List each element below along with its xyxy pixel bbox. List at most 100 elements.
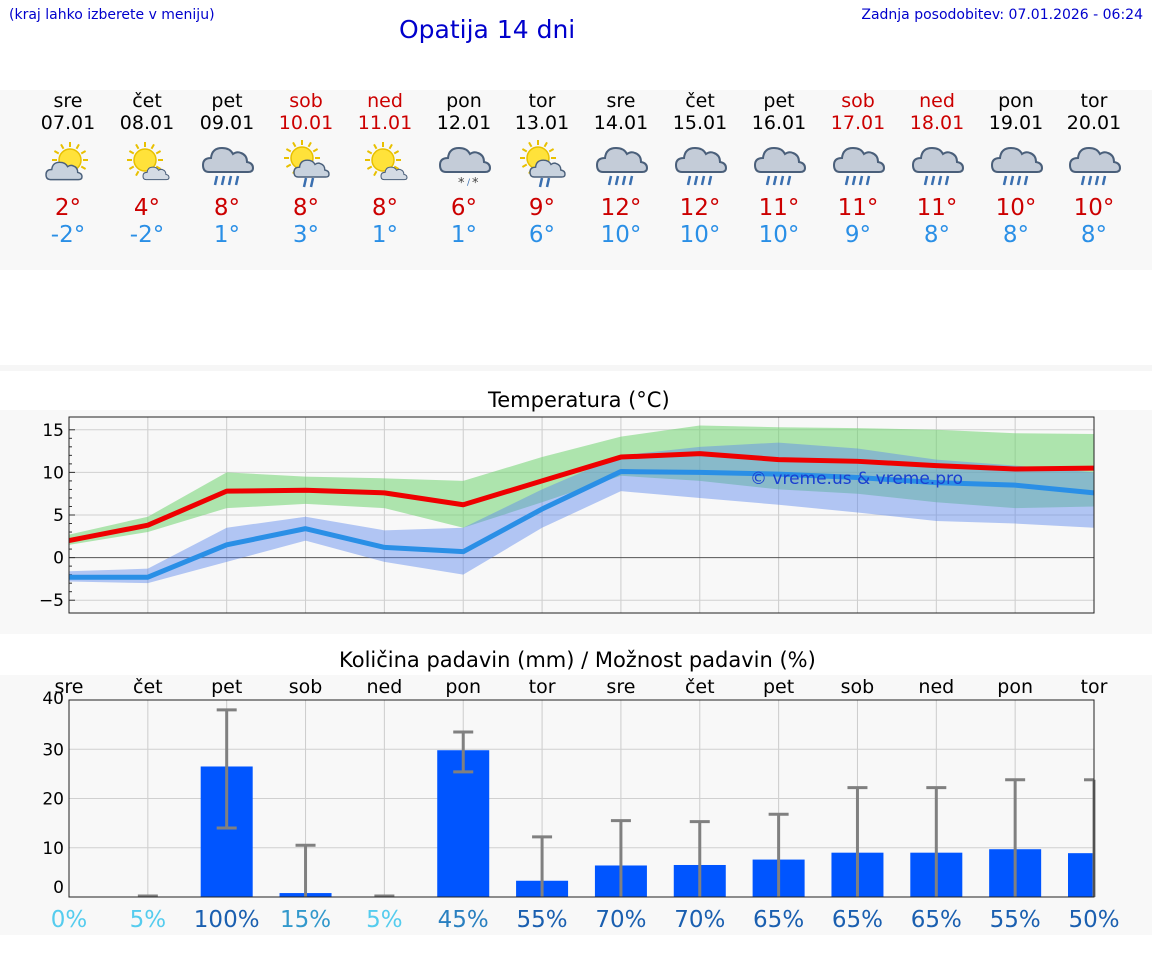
day-date: 07.01: [40, 112, 96, 134]
temperature-tick-label: −5: [39, 591, 64, 611]
precipitation-tick-label: 0: [53, 878, 64, 898]
precipitation-probability-label: 70%: [595, 907, 646, 933]
precipitation-tick-label: 10: [42, 839, 64, 859]
precipitation-probability-label: 15%: [280, 907, 331, 933]
sun-small-cloud-icon: [107, 140, 187, 190]
day-column-5: pon 12.01 * / * 6° 1°: [424, 90, 504, 249]
precipitation-probability-label: 70%: [674, 907, 725, 933]
day-max-temp: 11°: [837, 195, 879, 221]
day-name: sre: [606, 90, 636, 112]
day-date: 17.01: [830, 112, 886, 134]
page-title: Opatija 14 dni: [399, 15, 576, 44]
day-min-temp: -2°: [129, 222, 165, 248]
day-date: 16.01: [751, 112, 807, 134]
day-column-10: sob 17.01 11° 9°: [818, 90, 898, 249]
rain-cloud-icon: [818, 140, 898, 190]
day-date: 10.01: [278, 112, 334, 134]
day-min-temp: 1°: [450, 222, 478, 248]
precipitation-day-label: čet: [685, 676, 715, 698]
day-min-temp: 8°: [1002, 222, 1030, 248]
day-column-9: pet 16.01 11° 10°: [739, 90, 819, 249]
last-update: Zadnja posodobitev: 07.01.2026 - 06:24: [861, 7, 1143, 23]
forecast-band: [0, 90, 1152, 270]
day-min-temp: 8°: [1080, 222, 1108, 248]
day-date: 15.01: [672, 112, 728, 134]
precipitation-probability-label: 45%: [438, 907, 489, 933]
precipitation-probability-label: 50%: [1068, 907, 1119, 933]
precipitation-probability-label: 0%: [51, 907, 88, 933]
precipitation-tick-label: 20: [42, 790, 64, 810]
tmin-line: [69, 469, 1095, 580]
day-name: sob: [841, 90, 875, 112]
tmax-range-band: [69, 425, 1094, 545]
sun-small-cloud-icon: [345, 140, 425, 190]
precipitation-day-label: tor: [1081, 676, 1108, 698]
rain-cloud-icon: [1054, 140, 1134, 190]
temperature-tick-label: 10: [42, 463, 64, 483]
day-name: pet: [763, 90, 795, 112]
day-max-temp: 8°: [213, 195, 241, 221]
snow-cloud-icon: * / *: [424, 140, 504, 190]
temperature-chart-title: Temperatura (°C): [488, 388, 670, 412]
day-date: 08.01: [119, 112, 175, 134]
precipitation-day-label: pet: [763, 676, 794, 698]
rain-cloud-icon: [739, 140, 819, 190]
day-column-13: tor 20.01 10° 8°: [1054, 90, 1134, 249]
day-date: 13.01: [514, 112, 570, 134]
day-max-temp: 9°: [528, 195, 556, 221]
day-min-temp: 1°: [371, 222, 399, 248]
sun-cloud-icon: [28, 140, 108, 190]
day-column-0: sre 07.01 2° -2°: [28, 90, 108, 249]
sun-rain-cloud-icon: [502, 140, 582, 190]
svg-text:*: *: [472, 176, 479, 190]
day-name: sre: [53, 90, 83, 112]
day-max-temp: 11°: [916, 195, 958, 221]
day-min-temp: 10°: [679, 222, 721, 248]
day-column-8: čet 15.01 12° 10°: [660, 90, 740, 249]
precipitation-tick-label: 30: [42, 740, 64, 760]
rain-cloud-icon: [581, 140, 661, 190]
rain-cloud-icon: [976, 140, 1056, 190]
day-max-temp: 8°: [371, 195, 399, 221]
day-max-temp: 11°: [758, 195, 800, 221]
precipitation-day-label: pon: [997, 676, 1033, 698]
day-date: 11.01: [357, 112, 413, 134]
precipitation-day-label: ned: [366, 676, 402, 698]
precipitation-probability-label: 65%: [911, 907, 962, 933]
day-date: 20.01: [1066, 112, 1122, 134]
day-name: čet: [132, 90, 162, 112]
precipitation-probability-label: 65%: [832, 907, 883, 933]
day-column-3: sob 10.01 8° 3°: [266, 90, 346, 249]
day-min-temp: 6°: [528, 222, 556, 248]
day-name: sob: [289, 90, 323, 112]
day-name: pon: [446, 90, 482, 112]
precipitation-bar: [437, 750, 490, 897]
region-hint[interactable]: (kraj lahko izberete v meniju): [9, 7, 215, 23]
temperature-plot-frame: [68, 416, 1095, 614]
precipitation-tick-label: 40: [42, 689, 64, 709]
temperature-tick-label: 15: [42, 421, 64, 441]
day-date: 12.01: [436, 112, 492, 134]
day-max-temp: 6°: [450, 195, 478, 221]
day-column-4: ned 11.01 8° 1°: [345, 90, 425, 249]
tmax-line: [68, 451, 1095, 544]
day-max-temp: 12°: [600, 195, 642, 221]
precipitation-day-label: sre: [55, 676, 84, 698]
day-column-12: pon 19.01 10° 8°: [976, 90, 1056, 249]
day-name: pet: [211, 90, 243, 112]
day-column-11: ned 18.01 11° 8°: [897, 90, 977, 249]
day-name: ned: [367, 90, 403, 112]
day-max-temp: 10°: [1073, 195, 1115, 221]
precipitation-plot-frame: [68, 699, 1095, 898]
svg-text:/: /: [467, 178, 471, 188]
day-date: 18.01: [909, 112, 965, 134]
precipitation-day-label: tor: [529, 676, 556, 698]
rain-cloud-icon: [897, 140, 977, 190]
day-name: tor: [528, 90, 556, 112]
day-max-temp: 2°: [54, 195, 82, 221]
precipitation-day-label: čet: [133, 676, 163, 698]
day-name: pon: [998, 90, 1034, 112]
precipitation-day-label: pet: [211, 676, 242, 698]
day-min-temp: 3°: [292, 222, 320, 248]
day-min-temp: 10°: [758, 222, 800, 248]
